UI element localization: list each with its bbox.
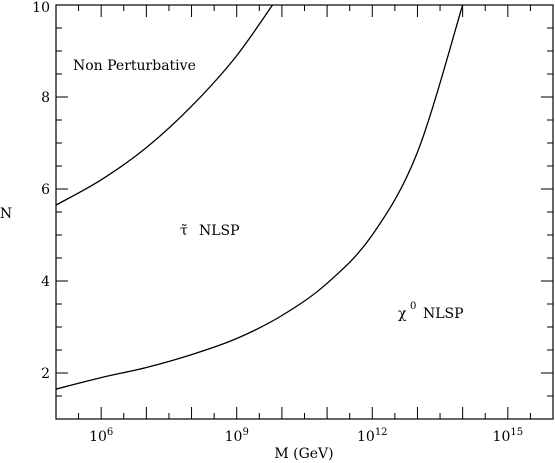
region-label-stau-nlsp: τ̃ NLSP (180, 223, 240, 239)
y-tick-label: 8 (41, 90, 50, 106)
y-tick-labels: 2 4 6 8 10 (32, 0, 50, 382)
stau-symbol: τ̃ (180, 223, 188, 239)
y-tick-label: 6 (41, 182, 50, 198)
y-tick-label: 4 (41, 274, 50, 290)
x-tick-label: 1015 (493, 427, 524, 445)
neutralino-symbol: χ (398, 306, 407, 322)
neutralino-text: NLSP (423, 306, 464, 322)
neutralino-superscript: 0 (410, 301, 416, 312)
boundary-curve-2 (56, 5, 464, 390)
region-label-non-perturbative: Non Perturbative (73, 58, 196, 74)
x-tick-label: 106 (89, 427, 113, 445)
x-tick-label: 109 (225, 427, 249, 445)
region-label-neutralino-nlsp: χ 0 NLSP (398, 301, 464, 322)
x-tick-label: 1012 (357, 427, 388, 445)
y-tick-label: 10 (32, 0, 50, 16)
curves-group (56, 5, 464, 390)
y-axis-label: N (0, 206, 12, 222)
x-tick-labels: 106 109 1012 1015 (89, 427, 523, 445)
x-axis-label: M (GeV) (274, 446, 333, 462)
y-tick-label: 2 (41, 366, 50, 382)
stau-text: NLSP (199, 223, 240, 239)
boundary-curve-1 (56, 5, 274, 206)
plot-frame (55, 4, 554, 420)
